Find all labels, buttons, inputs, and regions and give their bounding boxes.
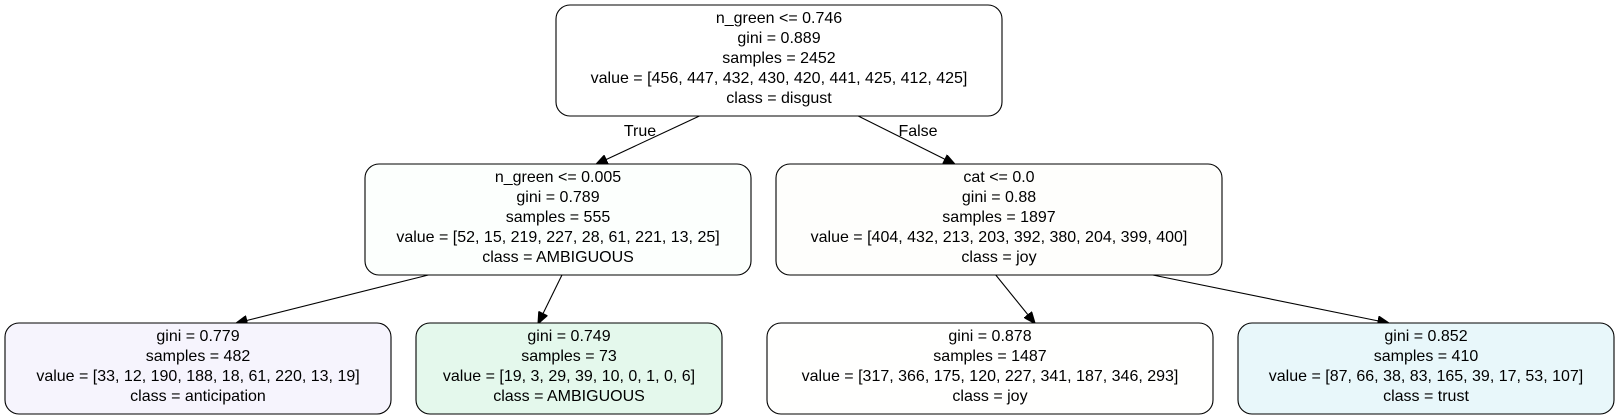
node-text-line: n_green <= 0.746 [716,10,842,27]
tree-node-leaf3: gini = 0.878 samples = 1487 value = [317, … [766,322,1214,415]
edge-right-leaf4 [1152,274,1389,323]
edge-right-leaf3 [995,274,1035,323]
node-box [775,163,1223,276]
node-text-line: class = anticipation [130,388,266,405]
node-text-line: samples = 1487 [933,348,1047,365]
node-box [766,322,1214,415]
edges-layer: True False [237,115,1389,323]
node-text-line: samples = 410 [1374,348,1479,365]
node-text-line: value = [87, 66, 38, 83, 165, 39, 17, 53… [1269,368,1583,385]
node-text-line: class = trust [1383,388,1469,405]
node-text-line: value = [33, 12, 190, 188, 18, 61, 220, … [36,368,359,385]
node-box [4,322,392,415]
node-text-line: value = [19, 3, 29, 39, 10, 0, 1, 0, 6] [443,368,695,385]
tree-node-leaf1: gini = 0.779 samples = 482 value = [33, 12… [4,322,392,415]
edge-left-leaf1 [237,274,429,323]
node-text-line: gini = 0.878 [948,328,1031,345]
node-text-line: samples = 73 [521,348,617,365]
node-text-line: class = AMBIGUOUS [493,388,645,405]
node-text-line: gini = 0.789 [516,189,599,206]
node-text-line: samples = 482 [146,348,251,365]
node-text-line: gini = 0.88 [962,189,1036,206]
node-text-line: samples = 555 [506,209,611,226]
node-text-line: class = joy [952,388,1027,405]
node-text-line: class = disgust [726,90,832,107]
edge-root-right [857,115,954,164]
node-box [555,4,1003,117]
node-box [1237,322,1615,415]
tree-node-root: n_green <= 0.746 gini = 0.889 samples = 24… [555,4,1003,117]
node-text-line: gini = 0.889 [737,30,820,47]
node-text-line: samples = 1897 [942,209,1056,226]
node-text-line: samples = 2452 [722,50,836,67]
edge-label-root-left: True [624,123,656,140]
tree-node-leaf2: gini = 0.749 samples = 73 value = [19, 3, … [415,322,723,415]
node-text-line: gini = 0.749 [527,328,610,345]
node-text-line: value = [456, 447, 432, 430, 420, 441, 4… [591,70,968,87]
node-text-line: value = [404, 432, 213, 203, 392, 380, 2… [811,229,1188,246]
edge-left-leaf2 [538,274,563,323]
nodes-layer: n_green <= 0.746 gini = 0.889 samples = 24… [4,4,1615,415]
node-box [364,163,752,276]
node-text-line: gini = 0.779 [156,328,239,345]
tree-node-right: cat <= 0.0 gini = 0.88 samples = 1897 value… [775,163,1223,276]
node-text-line: class = AMBIGUOUS [482,249,634,266]
node-text-line: cat <= 0.0 [963,169,1034,186]
tree-node-leaf4: gini = 0.852 samples = 410 value = [87, 66… [1237,322,1615,415]
edge-root-left [597,115,700,164]
node-text-line: value = [317, 366, 175, 120, 227, 341, 1… [802,368,1179,385]
tree-node-left: n_green <= 0.005 gini = 0.789 samples = 55… [364,163,752,276]
node-text-line: value = [52, 15, 219, 227, 28, 61, 221, … [396,229,719,246]
node-box [415,322,723,415]
edge-label-root-right: False [898,123,937,140]
node-text-line: gini = 0.852 [1384,328,1467,345]
node-text-line: class = joy [961,249,1036,266]
node-text-line: n_green <= 0.005 [495,169,621,186]
